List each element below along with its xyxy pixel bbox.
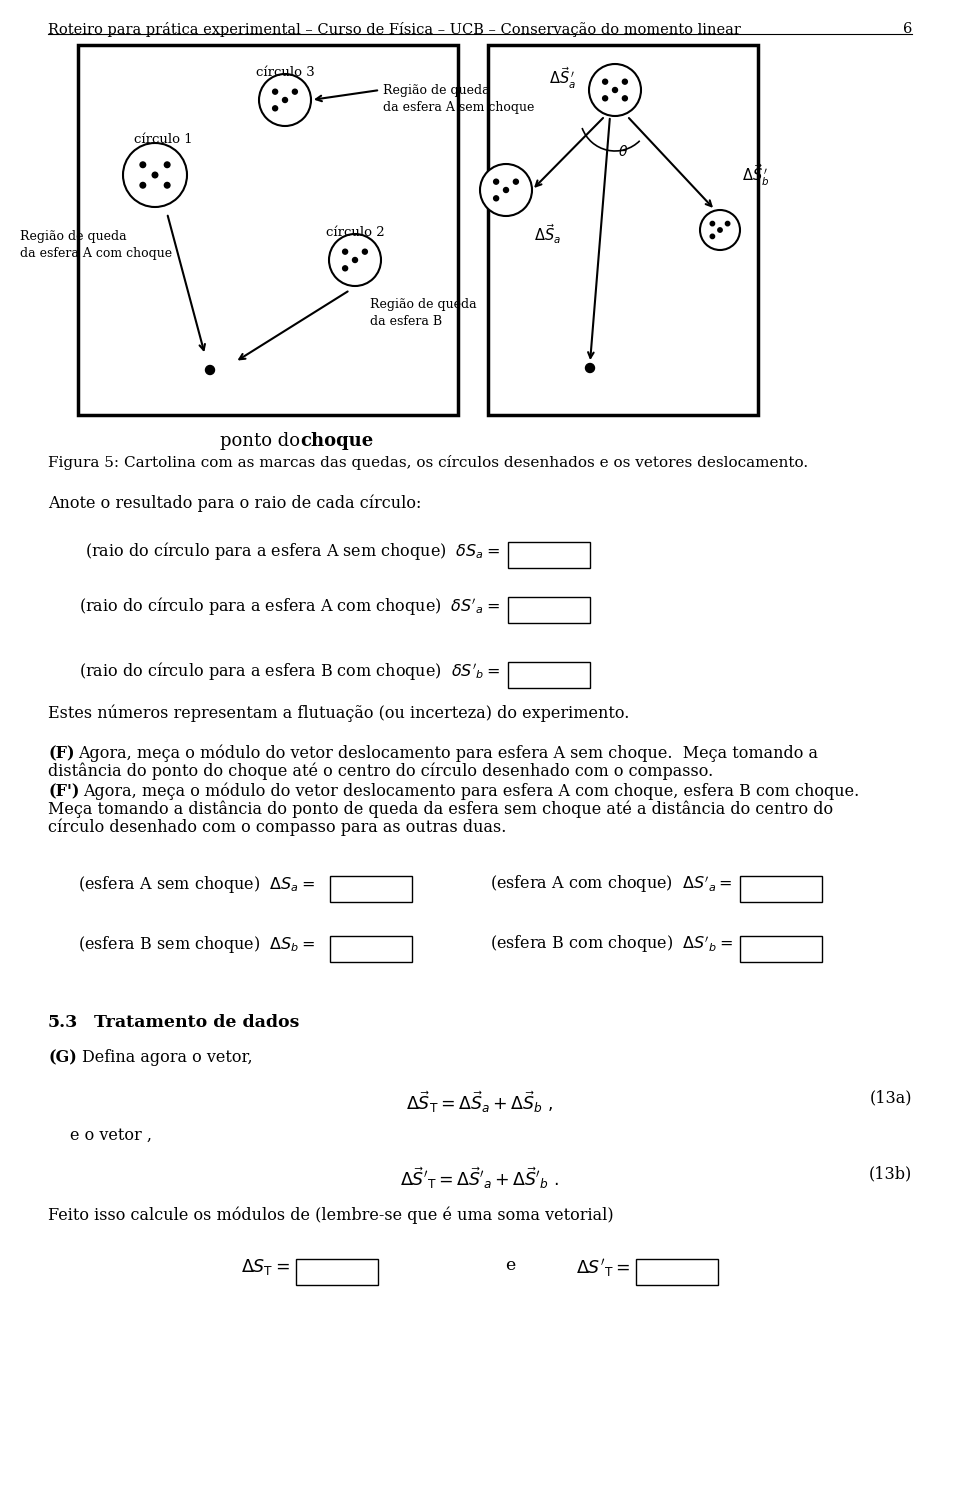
Text: círculo 1: círculo 1 (133, 133, 192, 146)
Circle shape (273, 106, 277, 111)
Circle shape (205, 366, 214, 375)
Text: Anote o resultado para o raio de cada círculo:: Anote o resultado para o raio de cada cí… (48, 495, 421, 512)
Text: Agora, meça o módulo do vetor deslocamento para esfera A sem choque.  Meça toman: Agora, meça o módulo do vetor deslocamen… (78, 746, 818, 762)
FancyBboxPatch shape (636, 1259, 718, 1285)
Circle shape (140, 161, 146, 167)
Circle shape (726, 221, 730, 226)
Text: Estes números representam a flutuação (ou incerteza) do experimento.: Estes números representam a flutuação (o… (48, 705, 630, 723)
Text: $\theta$: $\theta$ (618, 145, 628, 160)
Circle shape (164, 182, 170, 188)
Text: $\Delta S'_{\mathrm{T}} =$: $\Delta S'_{\mathrm{T}} =$ (576, 1256, 630, 1279)
Text: distância do ponto do choque até o centro do círculo desenhado com o compasso.: distância do ponto do choque até o centr… (48, 763, 713, 780)
FancyBboxPatch shape (330, 937, 412, 962)
FancyBboxPatch shape (296, 1259, 378, 1285)
Bar (488, 45, 758, 415)
Text: $\Delta\vec{S}_{a}^{\,\prime}$: $\Delta\vec{S}_{a}^{\,\prime}$ (549, 66, 577, 91)
Text: $\Delta\vec{S}_{\mathrm{T}} = \Delta\vec{S}_{a} + \Delta\vec{S}_{b}\ ,$: $\Delta\vec{S}_{\mathrm{T}} = \Delta\vec… (406, 1089, 554, 1115)
Text: Meça tomando a distância do ponto de queda da esfera sem choque até a distância : Meça tomando a distância do ponto de que… (48, 801, 833, 819)
Text: e o vetor ,: e o vetor , (70, 1126, 152, 1144)
Circle shape (622, 79, 628, 84)
Circle shape (586, 363, 594, 372)
Circle shape (603, 96, 608, 100)
Circle shape (153, 172, 157, 178)
Text: $\Delta\vec{S}_{b}^{\,\prime}$: $\Delta\vec{S}_{b}^{\,\prime}$ (742, 163, 770, 188)
Bar (78, 45, 458, 415)
Circle shape (140, 182, 146, 188)
Circle shape (493, 179, 498, 184)
Text: e: e (505, 1256, 516, 1274)
Circle shape (612, 88, 617, 93)
Text: 5.3: 5.3 (48, 1014, 79, 1031)
Circle shape (343, 266, 348, 270)
Text: (F): (F) (48, 746, 75, 762)
Text: Defina agora o vetor,: Defina agora o vetor, (82, 1049, 252, 1067)
Text: Tratamento de dados: Tratamento de dados (94, 1014, 300, 1031)
Text: (raio do círculo para a esfera A com choque)  $\delta S'_a =$: (raio do círculo para a esfera A com cho… (79, 595, 500, 617)
FancyBboxPatch shape (740, 875, 822, 902)
Text: 6: 6 (902, 22, 912, 36)
Text: Região de queda
da esfera A com choque: Região de queda da esfera A com choque (20, 230, 172, 260)
Circle shape (710, 235, 714, 239)
Text: (esfera A sem choque)  $\Delta S_a =$: (esfera A sem choque) $\Delta S_a =$ (78, 874, 315, 895)
Circle shape (503, 188, 509, 193)
Circle shape (362, 249, 368, 254)
Text: $\Delta\vec{S}'_{\mathrm{T}} = \Delta\vec{S}'_{a} + \Delta\vec{S}'_{b}\ .$: $\Delta\vec{S}'_{\mathrm{T}} = \Delta\ve… (400, 1165, 560, 1191)
FancyBboxPatch shape (508, 542, 590, 568)
Circle shape (293, 90, 298, 94)
Circle shape (514, 179, 518, 184)
Text: Região de queda
da esfera B: Região de queda da esfera B (370, 297, 476, 329)
FancyBboxPatch shape (740, 937, 822, 962)
Circle shape (589, 64, 641, 117)
Circle shape (622, 96, 628, 100)
Text: círculo 2: círculo 2 (325, 226, 384, 239)
Text: (esfera A com choque)  $\Delta S'_a =$: (esfera A com choque) $\Delta S'_a =$ (490, 874, 732, 895)
Text: (13b): (13b) (869, 1165, 912, 1182)
Text: choque: choque (300, 432, 373, 450)
Circle shape (164, 161, 170, 167)
FancyBboxPatch shape (508, 662, 590, 689)
Circle shape (352, 257, 357, 263)
Circle shape (700, 211, 740, 249)
Circle shape (718, 227, 722, 232)
Text: (raio do círculo para a esfera A sem choque)  $\delta S_a =$: (raio do círculo para a esfera A sem cho… (84, 539, 500, 562)
Circle shape (282, 97, 287, 103)
Circle shape (603, 79, 608, 84)
Text: (G): (G) (48, 1049, 77, 1067)
FancyBboxPatch shape (508, 598, 590, 623)
Circle shape (480, 164, 532, 217)
Text: (esfera B sem choque)  $\Delta S_b =$: (esfera B sem choque) $\Delta S_b =$ (78, 934, 315, 955)
Text: (esfera B com choque)  $\Delta S'_b =$: (esfera B com choque) $\Delta S'_b =$ (490, 934, 733, 955)
FancyBboxPatch shape (330, 875, 412, 902)
Text: Feito isso calcule os módulos de (lembre-se que é uma soma vetorial): Feito isso calcule os módulos de (lembre… (48, 1207, 613, 1225)
Text: Figura 5: Cartolina com as marcas das quedas, os círculos desenhados e os vetore: Figura 5: Cartolina com as marcas das qu… (48, 456, 808, 471)
Text: círculo 3: círculo 3 (255, 66, 314, 79)
Circle shape (710, 221, 714, 226)
Text: círculo desenhado com o compasso para as outras duas.: círculo desenhado com o compasso para as… (48, 819, 506, 837)
Circle shape (493, 196, 498, 200)
Circle shape (259, 75, 311, 125)
Text: Região de queda
da esfera A sem choque: Região de queda da esfera A sem choque (383, 84, 535, 114)
Text: Roteiro para prática experimental – Curso de Física – UCB – Conservação do momen: Roteiro para prática experimental – Curs… (48, 22, 741, 37)
Text: $\Delta\vec{S}_{a}$: $\Delta\vec{S}_{a}$ (535, 223, 562, 247)
Text: ponto do: ponto do (220, 432, 305, 450)
Text: $\Delta S_{\mathrm{T}} =$: $\Delta S_{\mathrm{T}} =$ (241, 1256, 290, 1277)
Circle shape (343, 249, 348, 254)
Text: (raio do círculo para a esfera B com choque)  $\delta S'_b =$: (raio do círculo para a esfera B com cho… (79, 660, 500, 681)
Circle shape (273, 90, 277, 94)
Circle shape (123, 143, 187, 208)
Circle shape (329, 235, 381, 285)
Text: (13a): (13a) (870, 1089, 912, 1106)
Text: Agora, meça o módulo do vetor deslocamento para esfera A com choque, esfera B co: Agora, meça o módulo do vetor deslocamen… (83, 783, 859, 801)
Text: (F'): (F') (48, 783, 80, 799)
